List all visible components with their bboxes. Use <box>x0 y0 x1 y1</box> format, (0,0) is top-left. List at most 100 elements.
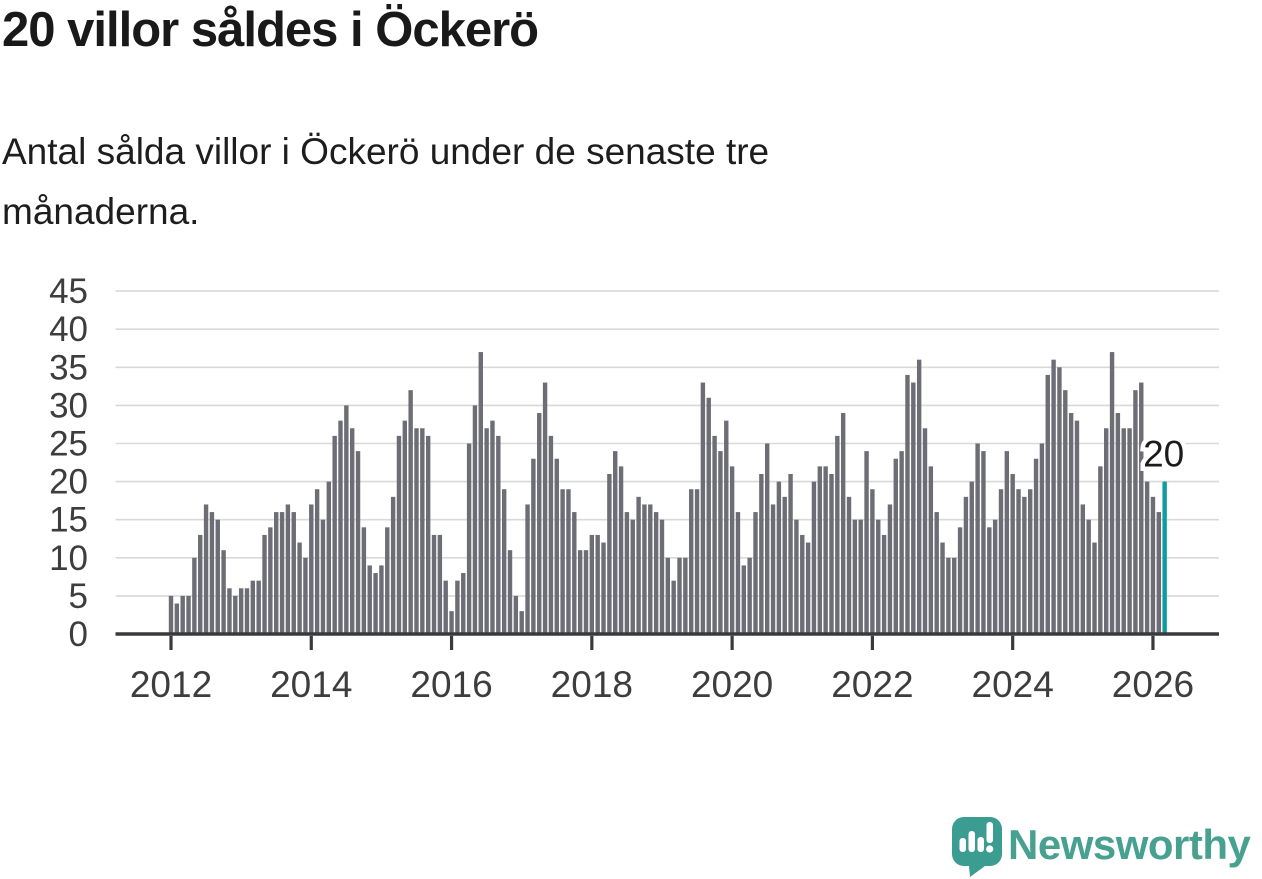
bar <box>729 466 735 634</box>
bar <box>443 580 448 634</box>
bar <box>881 534 887 634</box>
bar <box>1080 504 1086 634</box>
bar <box>624 512 630 634</box>
highlight-bar <box>1162 481 1167 634</box>
bar <box>776 481 782 634</box>
bar <box>466 443 472 634</box>
bar <box>1016 489 1021 634</box>
bar <box>794 519 799 634</box>
bar <box>577 550 583 634</box>
bar <box>759 473 764 634</box>
newsworthy-wordmark: Newsworthy <box>1008 821 1252 868</box>
bar <box>1098 466 1103 634</box>
bar <box>338 420 343 634</box>
bar <box>349 428 355 634</box>
newsworthy-logo: Newsworthy <box>952 817 1252 877</box>
bar <box>852 519 858 634</box>
bar <box>244 588 250 634</box>
bar <box>899 451 904 634</box>
bar <box>870 489 875 634</box>
bar <box>542 382 548 634</box>
bar <box>934 512 939 634</box>
latest-value-annotation: 20 <box>1139 429 1189 479</box>
bar <box>1092 542 1097 634</box>
bar <box>636 496 641 634</box>
bar <box>227 588 232 634</box>
bar <box>712 435 717 634</box>
bar <box>846 496 852 634</box>
bar <box>613 451 618 634</box>
bar <box>373 573 378 634</box>
bar <box>963 496 969 634</box>
bar <box>268 527 273 634</box>
bar <box>694 489 700 634</box>
bar <box>186 595 191 634</box>
bar <box>326 481 332 634</box>
y-tick-label: 25 <box>49 425 88 464</box>
bar <box>718 451 723 634</box>
bar <box>893 458 898 634</box>
bar <box>957 527 963 634</box>
bar <box>478 352 483 634</box>
logo-bar-1 <box>959 838 966 852</box>
bar <box>630 519 635 634</box>
bar <box>1156 512 1162 634</box>
bar <box>238 588 244 634</box>
logo-bar-2 <box>968 831 975 852</box>
bar <box>811 481 817 634</box>
bar <box>981 451 986 634</box>
x-tick-label: 2020 <box>691 664 773 705</box>
bar <box>420 428 425 634</box>
bar <box>180 595 185 634</box>
bar <box>332 435 337 634</box>
bar <box>455 580 460 634</box>
y-tick-label: 40 <box>49 310 88 349</box>
y-tick-label: 30 <box>49 386 88 425</box>
bar <box>648 504 653 634</box>
logo-bar-3 <box>977 837 984 852</box>
bar <box>735 512 741 634</box>
bar <box>566 489 571 634</box>
bar <box>554 458 559 634</box>
bar <box>969 481 974 634</box>
bar <box>665 557 671 634</box>
bar <box>256 580 261 634</box>
bar <box>215 519 220 634</box>
logo-exclamation-stem <box>986 822 993 843</box>
bar <box>1028 489 1033 634</box>
bar <box>1063 390 1068 634</box>
x-tick-label: 2024 <box>972 664 1054 705</box>
bar <box>513 595 519 634</box>
bar <box>987 527 992 634</box>
x-tick-label: 2014 <box>270 664 352 705</box>
bar <box>1104 428 1109 634</box>
bar <box>390 496 396 634</box>
bar <box>805 542 811 634</box>
bar <box>601 542 606 634</box>
bar <box>525 504 530 634</box>
x-tick-label: 2018 <box>551 664 633 705</box>
bar <box>595 534 600 634</box>
bar <box>461 573 466 634</box>
bar <box>741 565 747 634</box>
y-tick-label: 15 <box>49 501 88 540</box>
bar <box>233 595 238 634</box>
bar <box>519 611 524 634</box>
bar <box>607 473 612 634</box>
bar <box>320 519 326 634</box>
bar <box>659 519 665 634</box>
bar <box>198 534 203 634</box>
bar <box>1133 390 1138 634</box>
bar <box>303 557 308 634</box>
bar <box>876 519 881 634</box>
bar <box>922 428 928 634</box>
bar <box>367 565 372 634</box>
bar <box>887 504 893 634</box>
bar <box>560 489 565 634</box>
bar <box>279 512 285 634</box>
bar <box>683 557 688 634</box>
x-tick-label: 2026 <box>1112 664 1194 705</box>
bar <box>653 512 659 634</box>
